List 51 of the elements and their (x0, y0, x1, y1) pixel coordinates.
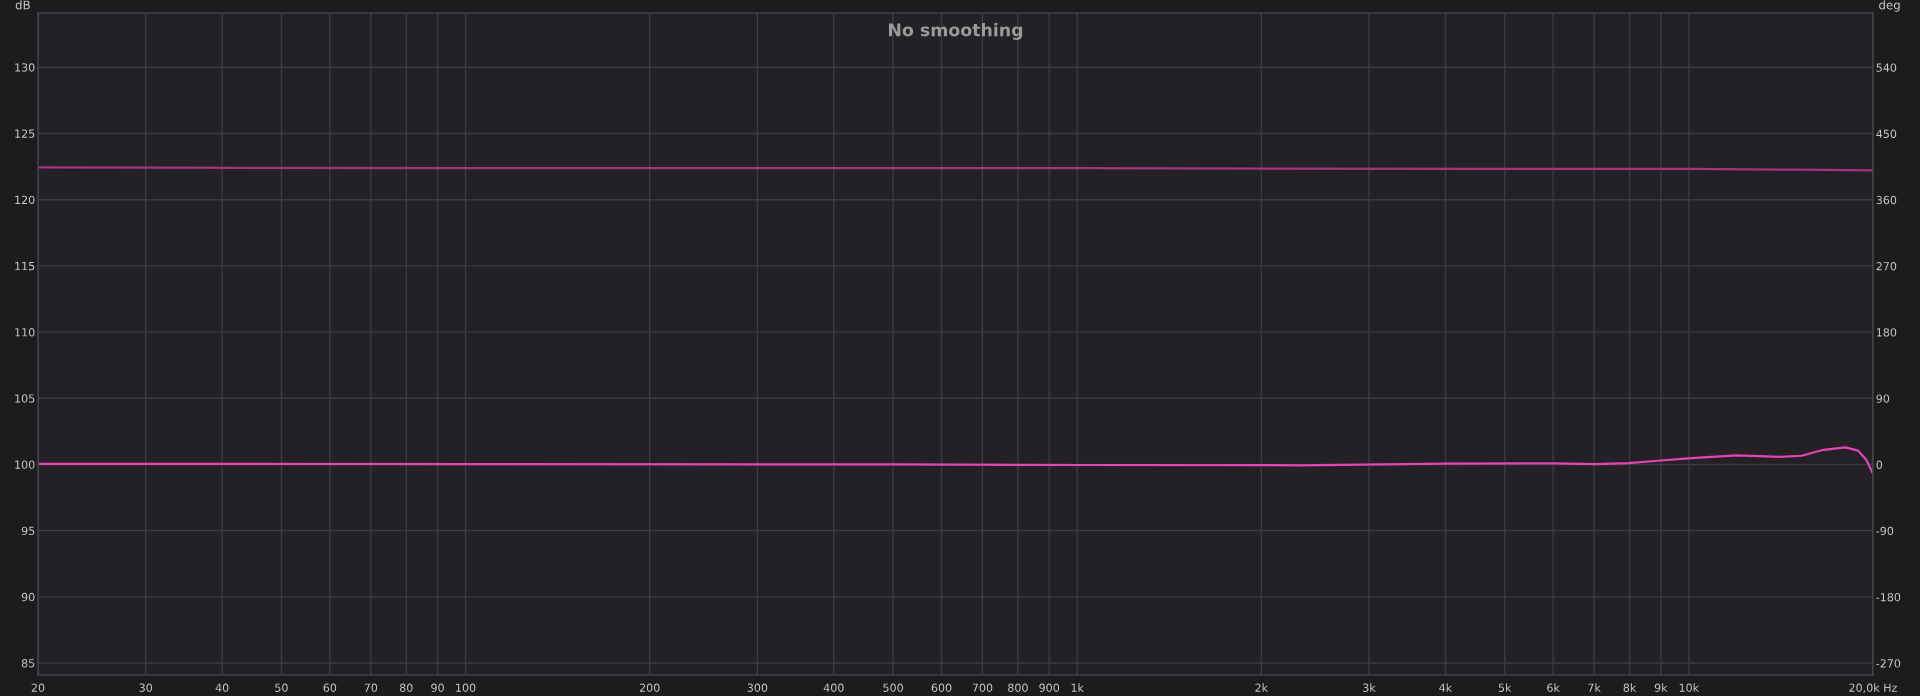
x-tick-label: 400 (823, 683, 844, 692)
x-tick-label: 100 (456, 683, 476, 692)
x-tick-label: 90 (431, 683, 444, 692)
y-tick-label: 120 (15, 195, 35, 205)
x-tick-label: 9k (1654, 683, 1668, 692)
x-tick-label: 800 (1008, 683, 1028, 692)
y2-tick-label: -90 (1876, 526, 1894, 536)
y2-tick-label: 360 (1876, 195, 1897, 205)
x-tick-label: 4k (1439, 683, 1453, 692)
x-tick-label: 5k (1498, 683, 1512, 692)
y2-tick-label: 270 (1876, 262, 1897, 271)
x-tick-label: 8k (1623, 683, 1637, 692)
y2-tick-label: 540 (1876, 63, 1897, 72)
y-tick-label: 115 (15, 262, 35, 271)
y2-tick-label: 180 (1876, 328, 1897, 337)
y2-tick-label: -180 (1876, 592, 1901, 602)
y2-tick-label: 450 (1876, 129, 1897, 139)
x-tick-label: 70 (364, 683, 378, 692)
x-tick-label: 900 (1039, 683, 1060, 692)
x-tick-label: 700 (972, 683, 993, 692)
x-tick-label: 80 (399, 683, 413, 692)
x-tick-label: 2k (1255, 683, 1269, 692)
x-tick-label: 60 (323, 683, 337, 692)
x-tick-label: 30 (139, 683, 153, 692)
y-axis-title: dB (15, 0, 30, 10)
x-tick-label: 500 (883, 683, 903, 692)
x-tick-label: 50 (275, 683, 288, 692)
y-tick-label: 130 (15, 63, 35, 72)
y-tick-label: 125 (15, 129, 35, 138)
x-tick-label: 1k (1071, 683, 1084, 692)
x-tick-label: 600 (931, 683, 952, 692)
x-tick-label: 300 (747, 683, 768, 692)
x-tick-label: 200 (639, 683, 660, 692)
y-tick-label: 110 (15, 328, 35, 337)
y-tick-label: 90 (21, 592, 35, 602)
y2-axis-title: deg (1879, 0, 1900, 12)
x-tick-label: 6k (1547, 683, 1560, 692)
y2-tick-label: -270 (1876, 659, 1901, 668)
y-tick-label: 95 (21, 526, 35, 536)
x-tick-label: 20,0k Hz (1849, 683, 1897, 694)
x-tick-label: 7k (1588, 683, 1601, 692)
text: No smoothing (889, 22, 1023, 40)
x-tick-label: 20 (31, 683, 45, 692)
y-tick-label: 85 (21, 659, 35, 668)
y-tick-label: 105 (15, 394, 35, 403)
x-tick-label: 3k (1363, 683, 1376, 692)
x-tick-label: 40 (215, 683, 229, 692)
y-tick-label: 100 (15, 460, 35, 469)
y2-tick-label: 0 (1876, 460, 1883, 469)
y2-tick-label: 90 (1876, 394, 1890, 403)
x-tick-label: 10k (1679, 683, 1700, 692)
